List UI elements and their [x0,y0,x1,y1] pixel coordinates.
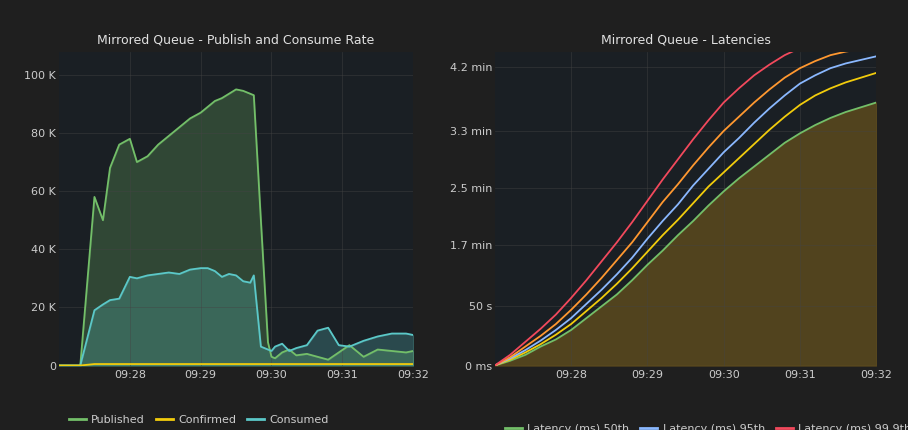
Legend: Published, Confirmed, Consumed: Published, Confirmed, Consumed [64,410,333,429]
Title: Mirrored Queue - Publish and Consume Rate: Mirrored Queue - Publish and Consume Rat… [97,33,375,46]
Title: Mirrored Queue - Latencies: Mirrored Queue - Latencies [600,33,771,46]
Legend: Latency (ms) 50th, Latency (ms) 75th, Latency (ms) 95th, Latency (ms) 99th, Late: Latency (ms) 50th, Latency (ms) 75th, La… [500,420,908,430]
